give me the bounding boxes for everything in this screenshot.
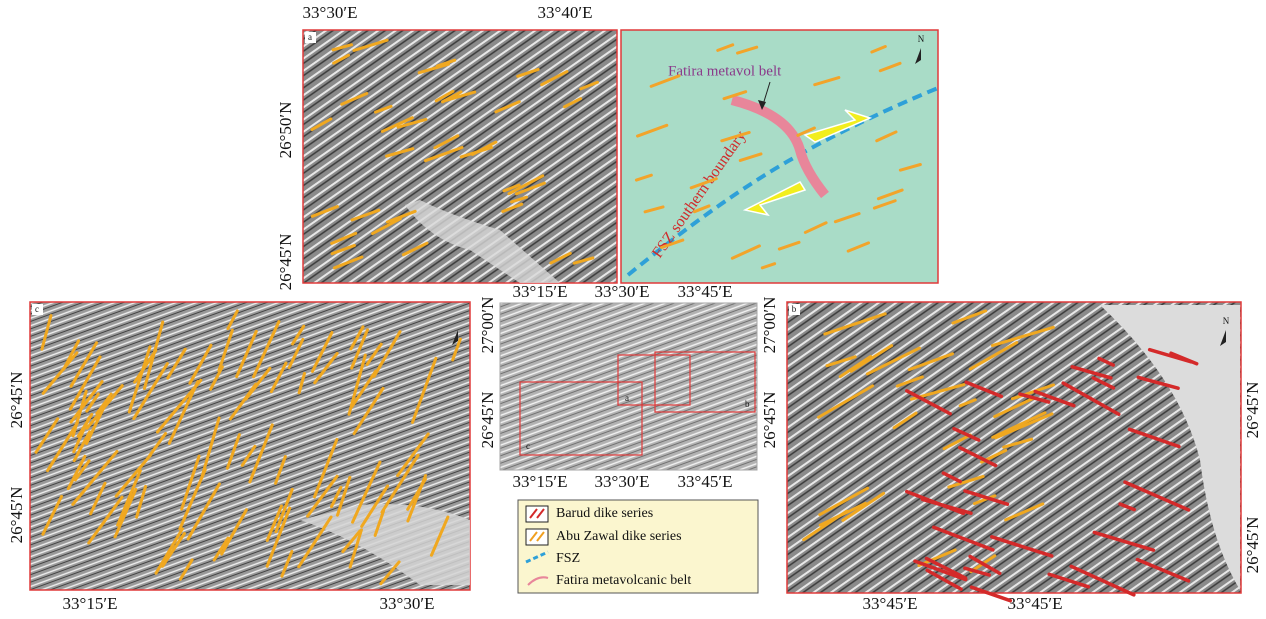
lon-label: 33°45′E [678, 472, 733, 491]
legend-label: Barud dike series [556, 506, 653, 521]
figure: a 33°30′E 33°40′E 26°50′N 26°45′N Fatira… [0, 0, 1266, 619]
lon-label: 33°30′E [380, 594, 435, 613]
panel-b: b N 26°45′N 26°45′N 33°45′E 33°45′E [787, 302, 1262, 613]
legend: Barud dike series Abu Zawal dike series … [518, 500, 758, 593]
lon-label: 33°45′E [863, 594, 918, 613]
lon-label: 33°15′E [513, 472, 568, 491]
panel-label: a [308, 32, 312, 42]
lon-label: 33°30′E [595, 472, 650, 491]
lat-label: 26°45′N [478, 392, 497, 449]
lon-label: 33°30′E [595, 282, 650, 301]
box-label: c [526, 441, 530, 451]
lat-label: 27°00′N [478, 297, 497, 354]
lon-label: 33°15′E [63, 594, 118, 613]
belt-label: Fatira metavol belt [668, 63, 782, 79]
lat-label: 26°45′N [1243, 382, 1262, 439]
lat-label: 26°45′N [760, 392, 779, 449]
lon-label: 33°30′E [303, 3, 358, 22]
legend-swatch [526, 529, 548, 545]
lon-label: 33°15′E [513, 282, 568, 301]
lat-label: 26°50′N [276, 102, 295, 159]
panel-a: a 33°30′E 33°40′E 26°50′N 26°45′N [276, 3, 617, 290]
lon-label: 33°45′E [1008, 594, 1063, 613]
index-frame [500, 303, 757, 470]
box-label: b [745, 399, 750, 409]
lat-label: 26°45′N [276, 234, 295, 291]
north-label: N [918, 34, 925, 44]
lat-label: 26°45′N [7, 487, 26, 544]
box-label: a [625, 393, 629, 403]
panel-label: b [792, 304, 797, 314]
legend-label: FSZ [556, 551, 580, 566]
lon-label: 33°40′E [538, 3, 593, 22]
lat-label: 26°45′N [1243, 517, 1262, 574]
lat-label: 26°45′N [7, 372, 26, 429]
legend-label: Fatira metavolcanic belt [556, 573, 691, 588]
legend-label: Abu Zawal dike series [556, 529, 682, 544]
lat-label: 27°00′N [760, 297, 779, 354]
north-label: N [1223, 316, 1230, 326]
index-map: a b c 33°15′E 33°30′E 33°45′E 33°15′E 33… [478, 282, 779, 491]
lon-label: 33°45′E [678, 282, 733, 301]
panel-label: c [35, 304, 39, 314]
legend-swatch [526, 506, 548, 522]
